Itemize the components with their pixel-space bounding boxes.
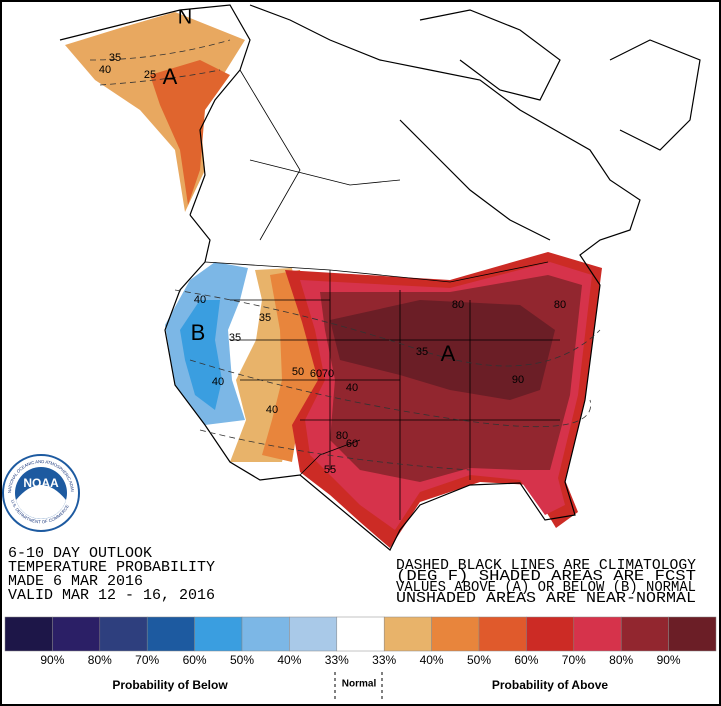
west-below-50 [180, 300, 222, 410]
outlines [59, 4, 701, 551]
coast [399, 119, 551, 241]
contour-label: 40 [212, 376, 224, 388]
contour-label: 40 [99, 64, 111, 76]
legend-swatch [668, 616, 717, 652]
legend-label: 70% [135, 653, 159, 667]
legend: 90% 80% 70% 60% 50% 40% 33% 33% 40% 50% 60% 70% 80% 9… [4, 616, 717, 667]
legend-label: 70% [562, 653, 586, 667]
legend-label: 60% [514, 653, 538, 667]
contour-label: 35 [259, 312, 271, 324]
contour-label: A [441, 341, 456, 366]
note-line: (DEG F) SHADED AREAS ARE FCST [396, 568, 696, 585]
legend-swatch [4, 616, 53, 652]
coast [164, 4, 641, 551]
contour-label: 35 [229, 332, 241, 344]
note-line: UNSHADED AREAS ARE NEAR-NORMAL [396, 590, 696, 607]
contour-label: 80 [336, 430, 348, 442]
legend-label: 33% [372, 653, 396, 667]
legend-swatch [620, 616, 669, 652]
shading [65, 12, 602, 548]
legend-label: 60% [183, 653, 207, 667]
contour-label: B [191, 320, 206, 345]
climatology [89, 39, 601, 471]
contour-label: 80 [554, 299, 566, 311]
legend-label: 90% [657, 653, 681, 667]
outlook-line: TEMPERATURE PROBABILITY [8, 559, 215, 576]
contour-label: 70 [322, 368, 334, 380]
legend-swatch [52, 616, 101, 652]
contour-label: 60 [346, 438, 358, 450]
contour-label: 40 [194, 294, 206, 306]
legend-swatch [383, 616, 432, 652]
contour-label: 35 [416, 346, 428, 358]
legend-label: 50% [467, 653, 491, 667]
legend-swatch [431, 616, 480, 652]
legend-swatch [146, 616, 195, 652]
legend-label: 80% [88, 653, 112, 667]
contour-label: 35 [109, 52, 121, 64]
legend-swatch [526, 616, 575, 652]
contour-label: 80 [452, 299, 464, 311]
logo-name: NOAA [23, 476, 59, 490]
state-lines [230, 270, 560, 520]
legend-label: 80% [609, 653, 633, 667]
coast [609, 39, 701, 151]
logo-wave [16, 485, 66, 519]
coast [419, 9, 561, 101]
legend-label: 33% [325, 653, 349, 667]
above-90-core [330, 300, 555, 400]
normal-label: Normal [342, 679, 377, 690]
legend-label: 40% [420, 653, 444, 667]
legend-swatch [336, 616, 385, 652]
outlook-line: MADE 6 MAR 2016 [8, 573, 143, 590]
legend-swatch [573, 616, 622, 652]
below-label: Probability of Below [112, 678, 228, 692]
contour-label: 50 [292, 366, 304, 378]
legend-label: 40% [277, 653, 301, 667]
north: N [178, 6, 192, 28]
contour-label: 25 [144, 69, 156, 81]
coast [59, 4, 251, 216]
contour-label: 90 [512, 374, 524, 386]
legend-swatch [478, 616, 527, 652]
legend-swatch [194, 616, 243, 652]
contour-label: 40 [346, 382, 358, 394]
border [239, 69, 301, 241]
legend-swatch [99, 616, 148, 652]
note-line: VALUES ABOVE (A) OR BELOW (B) NORMAL [396, 579, 696, 596]
outlook-line: VALID MAR 12 - 16, 2016 [8, 587, 215, 604]
contour-label: A [163, 64, 178, 89]
border [299, 439, 361, 476]
notes-text: DASHED BLACK LINES ARE CLIMATOLOGY(DEG F… [396, 557, 696, 607]
legend-swatch [289, 616, 338, 652]
legend-swatch [241, 616, 290, 652]
alaska-above-50 [150, 60, 230, 205]
contour-label: 60 [310, 368, 322, 380]
note-line: DASHED BLACK LINES ARE CLIMATOLOGY [396, 557, 696, 574]
border [249, 159, 401, 186]
contour-label: 40 [266, 404, 278, 416]
legend-label: 90% [40, 653, 64, 667]
contour-label: 55 [324, 464, 336, 476]
legend-label: 50% [230, 653, 254, 667]
above-label: Probability of Above [492, 678, 609, 692]
border [204, 261, 549, 283]
outlook-line: 6-10 DAY OUTLOOK [8, 545, 152, 562]
